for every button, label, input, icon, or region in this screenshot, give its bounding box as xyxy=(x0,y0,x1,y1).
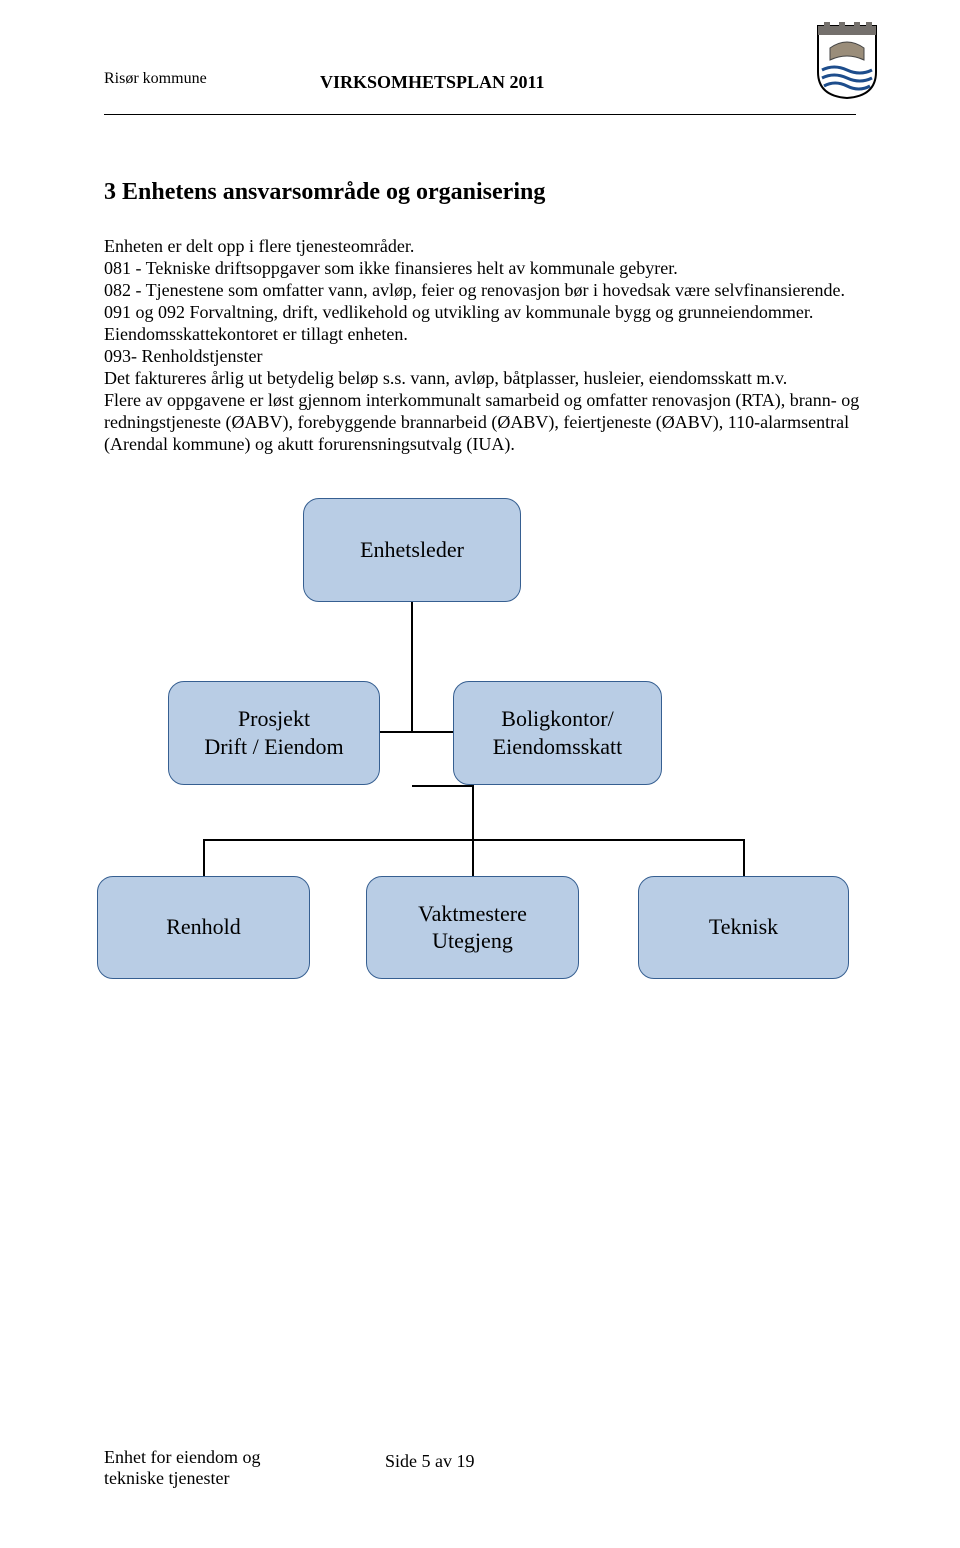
org-connector xyxy=(380,731,453,733)
org-chart: Enhetsleder ProsjektDrift / Eiendom Boligk… xyxy=(104,498,864,1018)
org-node-label: Drift / Eiendom xyxy=(204,733,343,761)
org-node-label: Renhold xyxy=(166,913,241,941)
org-connector xyxy=(203,839,205,876)
org-connector xyxy=(412,785,474,787)
org-node-label: Eiendomsskatt xyxy=(493,733,623,761)
org-connector xyxy=(411,602,413,733)
header-plan-title: VIRKSOMHETSPLAN 2011 xyxy=(320,72,545,93)
org-node-label: Boligkontor/ xyxy=(501,705,613,733)
page-footer: Enhet for eiendom og tekniske tjenester xyxy=(104,1447,856,1490)
footer-dept-line1: Enhet for eiendom og xyxy=(104,1447,856,1469)
org-node-label: Vaktmestere xyxy=(418,900,527,928)
body-paragraph: Enheten er delt opp i flere tjenesteområ… xyxy=(104,236,861,456)
footer-page-number: Side 5 av 19 xyxy=(385,1451,475,1472)
org-node-enhetsleder: Enhetsleder xyxy=(303,498,521,602)
org-node-prosjekt: ProsjektDrift / Eiendom xyxy=(168,681,380,785)
coat-of-arms-icon xyxy=(814,22,880,100)
header-divider xyxy=(104,114,856,115)
org-node-label: Utegjeng xyxy=(432,927,513,955)
org-node-renhold: Renhold xyxy=(97,876,310,979)
org-node-label: Enhetsleder xyxy=(360,536,464,564)
header-municipality: Risør kommune xyxy=(104,70,207,88)
org-node-label: Prosjekt xyxy=(238,705,310,733)
org-node-label: Teknisk xyxy=(709,913,778,941)
org-node-vaktmestere: VaktmestereUtegjeng xyxy=(366,876,579,979)
org-connector xyxy=(472,785,474,876)
section-title: 3 Enhetens ansvarsområde og organisering xyxy=(104,179,856,206)
org-node-boligkontor: Boligkontor/Eiendomsskatt xyxy=(453,681,662,785)
org-connector xyxy=(203,839,745,841)
org-node-teknisk: Teknisk xyxy=(638,876,849,979)
footer-dept-line2: tekniske tjenester xyxy=(104,1468,856,1490)
org-connector xyxy=(743,839,745,876)
